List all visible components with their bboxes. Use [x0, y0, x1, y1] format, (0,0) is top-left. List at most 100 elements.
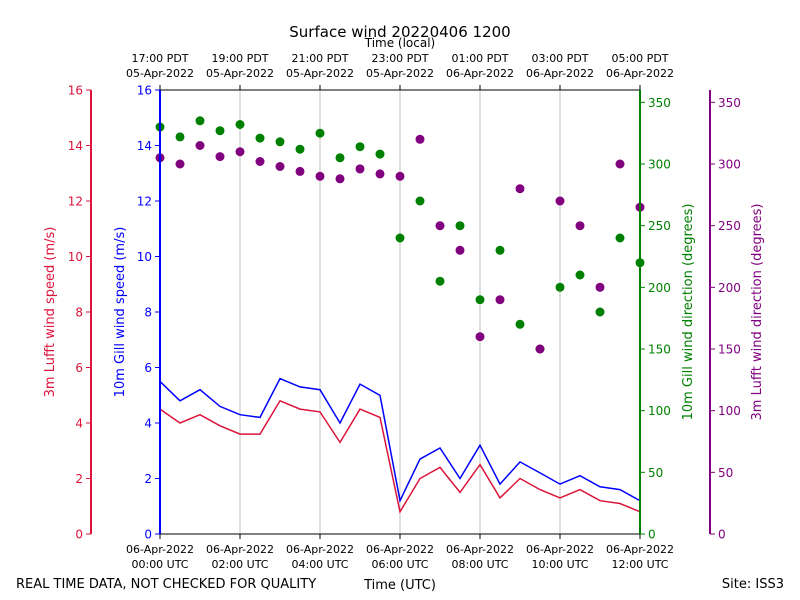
3m-lufft-wind-direction-point — [355, 164, 365, 174]
3m-lufft-wind-direction-point — [595, 282, 605, 292]
lufft_speed-tick-label: 16 — [68, 84, 83, 98]
3m-lufft-wind-direction-point — [315, 171, 325, 181]
10m-gill-wind-direction-point — [375, 149, 385, 159]
3m-lufft-wind-direction-point — [375, 169, 385, 179]
10m-gill-wind-direction-point — [275, 137, 285, 147]
vertical-gridlines — [239, 90, 561, 534]
top-tick-time: 05:00 PDT — [611, 52, 668, 65]
lufft_speed-tick-label: 10 — [68, 250, 83, 264]
10m-gill-wind-direction-points — [155, 116, 645, 354]
x-tick-time: 12:00 UTC — [611, 558, 668, 571]
gill_speed-tick-label: 16 — [137, 84, 152, 98]
10m-gill-wind-speed-line — [159, 377, 641, 504]
gill-speed-axis: 0 2 4 6 8 10 12 14 16 — [137, 84, 160, 542]
3m-lufft-wind-direction-point — [515, 184, 525, 194]
3m-lufft-wind-direction-point — [255, 157, 265, 166]
gill_dir-tick-label: 50 — [648, 466, 663, 480]
10m-gill-wind-direction-point — [295, 144, 305, 154]
lufft_dir-tick-label: 0 — [718, 528, 726, 542]
3m-lufft-wind-direction-point — [235, 147, 245, 157]
10m-gill-wind-direction-point — [495, 245, 505, 255]
top-tick-time: 23:00 PDT — [371, 52, 428, 65]
x-tick-date: 06-Apr-2022 — [206, 543, 274, 556]
quality-disclaimer: REAL TIME DATA, NOT CHECKED FOR QUALITY — [16, 577, 316, 592]
10m-gill-wind-direction-point — [555, 282, 565, 292]
10m-gill-wind-direction-point — [615, 233, 625, 243]
top-tick-date: 05-Apr-2022 — [366, 67, 434, 80]
10m-gill-wind-direction-point — [195, 116, 205, 126]
x-tick-time: 06:00 UTC — [371, 558, 428, 571]
top-tick-time: 01:00 PDT — [451, 52, 508, 65]
gill_dir-tick-label: 150 — [648, 343, 671, 357]
gill_dir-tick-label: 250 — [648, 219, 671, 233]
10m-gill-wind-direction-point — [415, 196, 425, 206]
x-axis-label: Time (UTC) — [363, 578, 436, 593]
x-tick-date: 06-Apr-2022 — [366, 543, 434, 556]
x-tick-date: 06-Apr-2022 — [606, 543, 674, 556]
bottom-time-axis: 06-Apr-2022 00:00 UTC 06-Apr-2022 02:00 UTC… — [126, 534, 674, 571]
top-tick-date: 06-Apr-2022 — [526, 67, 594, 80]
10m-gill-wind-direction-point — [395, 233, 405, 243]
top-time-axis: 17:00 PDT 05-Apr-2022 19:00 PDT 05-Apr-2022… — [126, 52, 674, 90]
x-tick-time: 00:00 UTC — [131, 558, 188, 571]
3m-lufft-wind-direction-point — [555, 196, 565, 206]
3m-lufft-wind-direction-point — [215, 152, 225, 162]
top-tick-time: 17:00 PDT — [131, 52, 188, 65]
lufft_dir-tick-label: 50 — [718, 466, 733, 480]
gill-speed-axis-label: 10m Gill wind speed (m/s) — [113, 227, 128, 398]
10m-gill-wind-direction-point — [455, 221, 465, 231]
x-tick-date: 06-Apr-2022 — [446, 543, 514, 556]
x-tick-time: 08:00 UTC — [451, 558, 508, 571]
x-tick-time: 10:00 UTC — [531, 558, 588, 571]
3m-lufft-wind-direction-point — [335, 174, 345, 184]
10m-gill-wind-direction-point — [595, 307, 605, 317]
gill_speed-tick-label: 14 — [137, 139, 152, 153]
gill_dir-tick-label: 100 — [648, 404, 671, 418]
x-tick-date: 06-Apr-2022 — [286, 543, 354, 556]
gill_dir-tick-label: 350 — [648, 96, 671, 110]
10m-gill-wind-direction-point — [335, 153, 345, 163]
x-tick-date: 06-Apr-2022 — [126, 543, 194, 556]
top-axis-label: Time (local) — [364, 36, 436, 50]
gill_dir-tick-label: 0 — [648, 528, 656, 542]
gill_speed-tick-label: 12 — [137, 195, 152, 209]
lufft_speed-tick-label: 6 — [75, 361, 83, 375]
x-tick-date: 06-Apr-2022 — [526, 543, 594, 556]
top-tick-time: 19:00 PDT — [211, 52, 268, 65]
gill_speed-tick-label: 2 — [144, 472, 152, 486]
top-tick-date: 05-Apr-2022 — [286, 67, 354, 80]
10m-gill-wind-direction-point — [575, 270, 585, 280]
x-tick-time: 04:00 UTC — [291, 558, 348, 571]
lufft_dir-tick-label: 300 — [718, 158, 741, 172]
series-layer — [155, 116, 645, 514]
3m-lufft-wind-direction-point — [175, 159, 185, 169]
chart-title: Surface wind 20220406 1200 — [289, 23, 510, 41]
3m-lufft-wind-direction-point — [475, 332, 485, 342]
gill_speed-tick-label: 4 — [144, 417, 152, 431]
gill_speed-tick-label: 8 — [144, 306, 152, 320]
top-tick-date: 06-Apr-2022 — [606, 67, 674, 80]
3m-lufft-wind-direction-point — [535, 344, 545, 354]
gill_dir-tick-label: 200 — [648, 281, 671, 295]
3m-lufft-wind-direction-point — [455, 245, 465, 255]
10m-gill-wind-direction-point — [255, 133, 265, 143]
3m-lufft-wind-direction-point — [435, 221, 445, 231]
10m-gill-wind-direction-point — [215, 126, 225, 136]
lufft-speed-axis-label: 3m Lufft wind speed (m/s) — [43, 227, 58, 398]
lufft_speed-tick-label: 14 — [68, 139, 83, 153]
top-tick-date: 05-Apr-2022 — [126, 67, 194, 80]
10m-gill-wind-direction-point — [175, 132, 185, 142]
3m-lufft-wind-direction-point — [195, 141, 205, 150]
lufft_speed-tick-label: 4 — [75, 417, 83, 431]
3m-lufft-wind-direction-point — [275, 162, 285, 171]
top-tick-time: 03:00 PDT — [531, 52, 588, 65]
10m-gill-wind-direction-point — [435, 276, 445, 286]
site-label: Site: ISS3 — [722, 577, 784, 592]
3m-lufft-wind-direction-point — [575, 221, 585, 231]
gill_speed-tick-label: 6 — [144, 361, 152, 375]
3m-lufft-wind-direction-point — [415, 134, 425, 144]
lufft_speed-tick-label: 0 — [75, 528, 83, 542]
10m-gill-wind-direction-point — [355, 142, 365, 152]
3m-lufft-wind-direction-point — [395, 171, 405, 181]
